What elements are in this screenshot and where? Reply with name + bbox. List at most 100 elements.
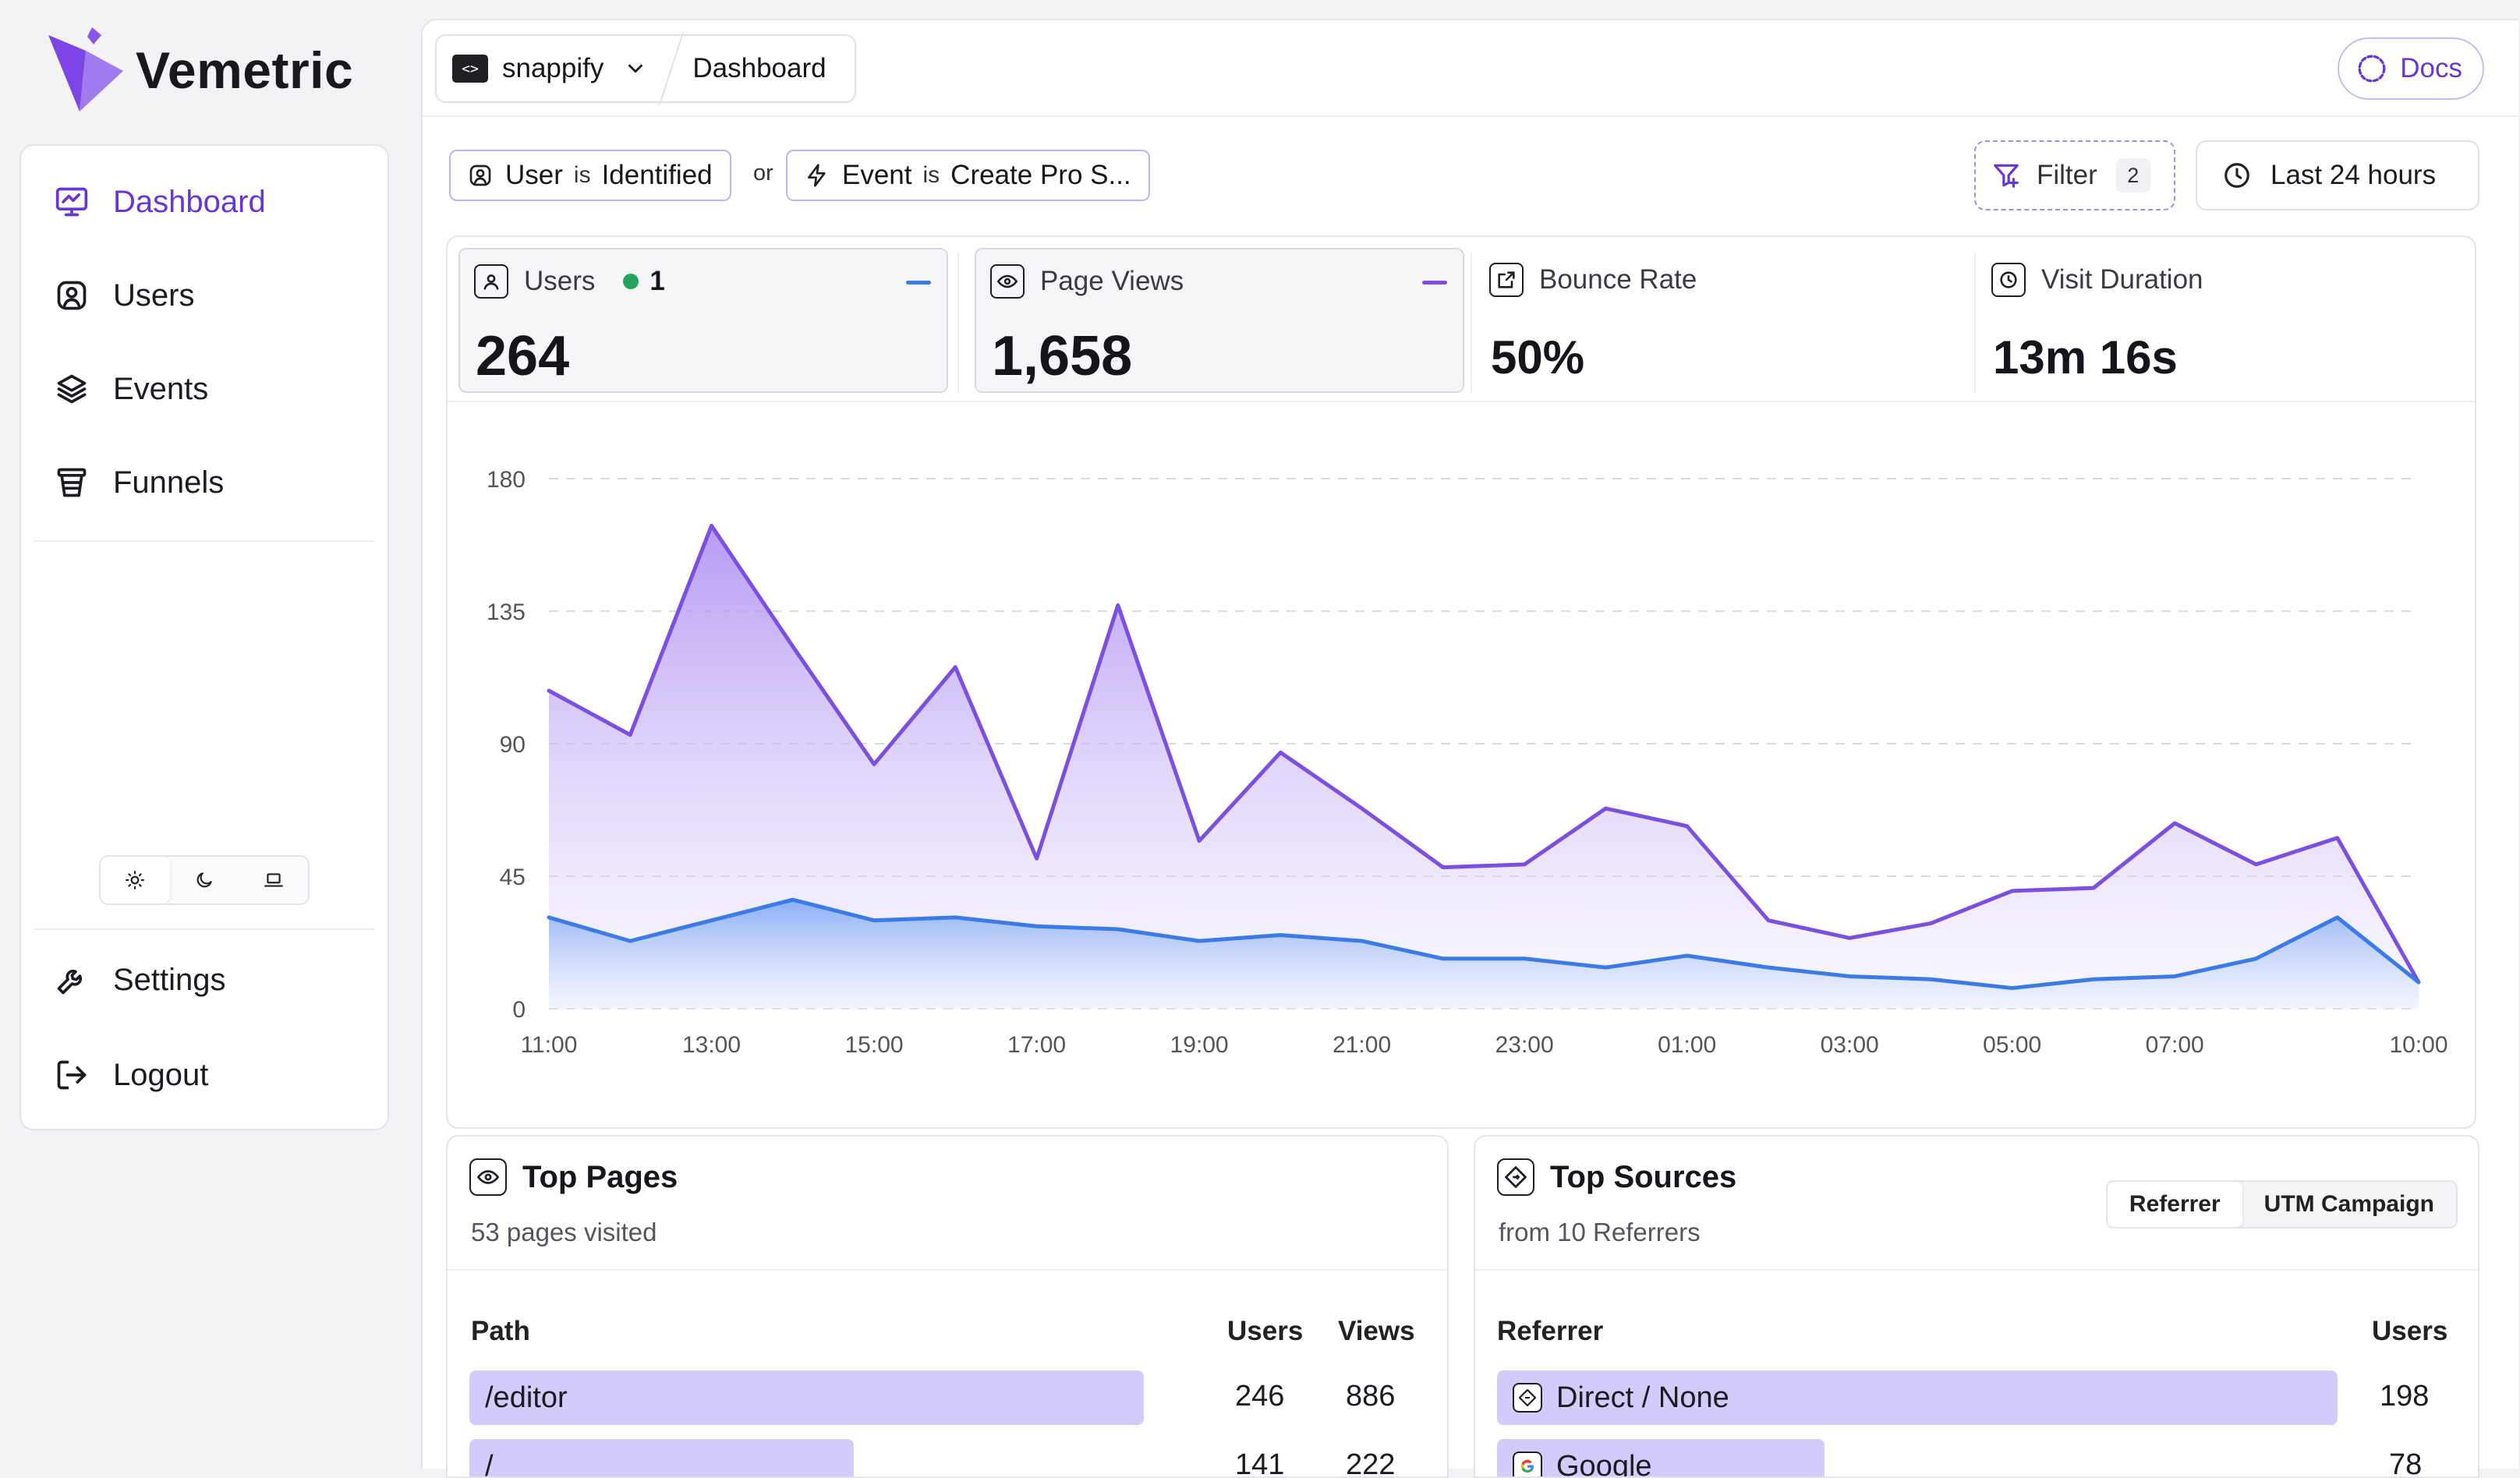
sidebar-item-users[interactable]: Users	[52, 264, 194, 327]
table-row[interactable]: Google	[1497, 1439, 2338, 1478]
x-tick-label: 10:00	[2389, 1032, 2447, 1058]
sidebar-item-label: Settings	[113, 963, 226, 998]
x-tick-label: 13:00	[682, 1032, 741, 1058]
settings-icon	[52, 960, 91, 999]
logout-icon	[52, 1055, 91, 1094]
chip-field: Event	[842, 160, 912, 191]
tab-utm-campaign[interactable]: UTM Campaign	[2242, 1182, 2456, 1227]
page-path: /editor	[485, 1370, 568, 1425]
stats-chart-card: Users 1 264 Page Views 1,658 Bounce Rate…	[446, 235, 2476, 1129]
clock-icon	[2222, 161, 2252, 190]
chip-operator: is	[923, 162, 940, 189]
table-row[interactable]: /	[469, 1439, 1195, 1478]
stat-bounce-rate[interactable]: Bounce Rate 50%	[1475, 248, 1965, 393]
sidebar-item-logout[interactable]: Logout	[52, 1044, 208, 1106]
google-icon	[1513, 1451, 1542, 1478]
project-switcher[interactable]: <> snappify	[437, 36, 671, 101]
sidebar-divider	[34, 928, 375, 930]
page-path: /	[485, 1439, 494, 1478]
column-header-referrer: Referrer	[1497, 1316, 1603, 1347]
project-icon: <>	[452, 55, 488, 83]
filter-chip-user[interactable]: User is Identified	[449, 150, 731, 201]
clock-icon	[1991, 263, 2026, 297]
docs-label: Docs	[2400, 53, 2462, 84]
source-label: Google	[1513, 1439, 1652, 1478]
row-users: 78	[2389, 1448, 2422, 1478]
row-views: 222	[1346, 1448, 1395, 1478]
theme-system-button[interactable]	[239, 857, 308, 903]
breadcrumb-page[interactable]: Dashboard	[672, 53, 854, 84]
theme-toggle[interactable]	[99, 855, 310, 905]
x-tick-label: 01:00	[1658, 1032, 1716, 1058]
x-tick-label: 23:00	[1495, 1032, 1554, 1058]
laptop-icon	[264, 870, 284, 890]
time-range-button[interactable]: Last 24 hours	[2196, 140, 2479, 210]
card-title: Top Sources	[1550, 1160, 1736, 1195]
row-users: 246	[1235, 1380, 1284, 1413]
help-icon	[2356, 53, 2387, 84]
source-icon	[1497, 1158, 1534, 1196]
sidebar-item-label: Logout	[113, 1058, 208, 1093]
card-divider	[448, 1269, 1447, 1271]
sidebar-item-events[interactable]: Events	[52, 358, 208, 420]
column-header-path: Path	[471, 1316, 530, 1347]
breadcrumb: <> snappify Dashboard	[435, 34, 856, 103]
source-name: Direct / None	[1556, 1381, 1729, 1415]
lightning-icon	[805, 163, 830, 188]
sidebar-item-label: Users	[113, 278, 194, 313]
x-tick-label: 17:00	[1007, 1032, 1066, 1058]
card-subtitle: 53 pages visited	[471, 1218, 657, 1247]
sidebar-item-settings[interactable]: Settings	[52, 949, 226, 1011]
chip-field: User	[505, 160, 563, 191]
y-tick-label: 90	[500, 732, 526, 758]
stat-separator	[1471, 253, 1472, 393]
stat-separator	[1974, 253, 1976, 393]
filter-count-badge: 2	[2116, 158, 2150, 193]
x-tick-label: 21:00	[1333, 1032, 1391, 1058]
dashboard-icon	[52, 182, 91, 221]
row-users: 198	[2380, 1380, 2429, 1413]
x-tick-label: 03:00	[1821, 1032, 1879, 1058]
stat-value: 50%	[1491, 331, 1951, 384]
user-icon	[468, 163, 493, 188]
stat-separator	[957, 253, 959, 393]
table-row[interactable]: Direct / None	[1497, 1370, 2338, 1425]
sidebar-item-label: Funnels	[113, 465, 224, 500]
stat-users[interactable]: Users 1 264	[458, 248, 948, 393]
tab-referrer[interactable]: Referrer	[2108, 1182, 2242, 1227]
sidebar-item-dashboard[interactable]: Dashboard	[52, 171, 266, 233]
docs-button[interactable]: Docs	[2338, 37, 2484, 100]
filter-chip-event[interactable]: Event is Create Pro S...	[786, 150, 1150, 201]
stat-label: Page Views	[1040, 266, 1184, 297]
stat-label: Users	[524, 266, 595, 297]
x-tick-label: 05:00	[1983, 1032, 2041, 1058]
sun-icon	[125, 870, 145, 890]
app-logo[interactable]: Vemetric	[45, 23, 353, 117]
stat-value: 13m 16s	[1993, 331, 2453, 384]
live-users-count: 1	[649, 266, 664, 297]
sidebar: Dashboard Users Events Funnels	[19, 144, 389, 1130]
project-name: snappify	[502, 53, 603, 84]
theme-light-button[interactable]	[101, 857, 170, 903]
x-tick-label: 07:00	[2146, 1032, 2204, 1058]
pageviews-series-swatch	[1422, 281, 1447, 285]
x-tick-label: 11:00	[521, 1032, 578, 1058]
sidebar-item-funnels[interactable]: Funnels	[52, 451, 224, 514]
sidebar-item-label: Events	[113, 372, 208, 407]
stat-page-views[interactable]: Page Views 1,658	[975, 248, 1464, 393]
app-name: Vemetric	[136, 41, 353, 100]
chip-value: Create Pro S...	[950, 160, 1131, 191]
theme-dark-button[interactable]	[170, 857, 239, 903]
eye-icon	[469, 1158, 507, 1196]
stat-visit-duration[interactable]: Visit Duration 13m 16s	[1977, 248, 2467, 393]
column-header-users: Users	[2372, 1316, 2447, 1347]
share-bar	[469, 1439, 854, 1478]
stat-label: Bounce Rate	[1539, 264, 1697, 295]
filter-label: Filter	[2037, 160, 2097, 191]
main-panel: <> snappify Dashboard Docs User is Ident…	[421, 19, 2518, 1469]
table-row[interactable]: /editor	[469, 1370, 1195, 1425]
eye-icon	[990, 264, 1025, 299]
filter-button[interactable]: Filter 2	[1974, 140, 2175, 210]
row-users: 141	[1235, 1448, 1284, 1478]
moon-icon	[194, 870, 214, 890]
